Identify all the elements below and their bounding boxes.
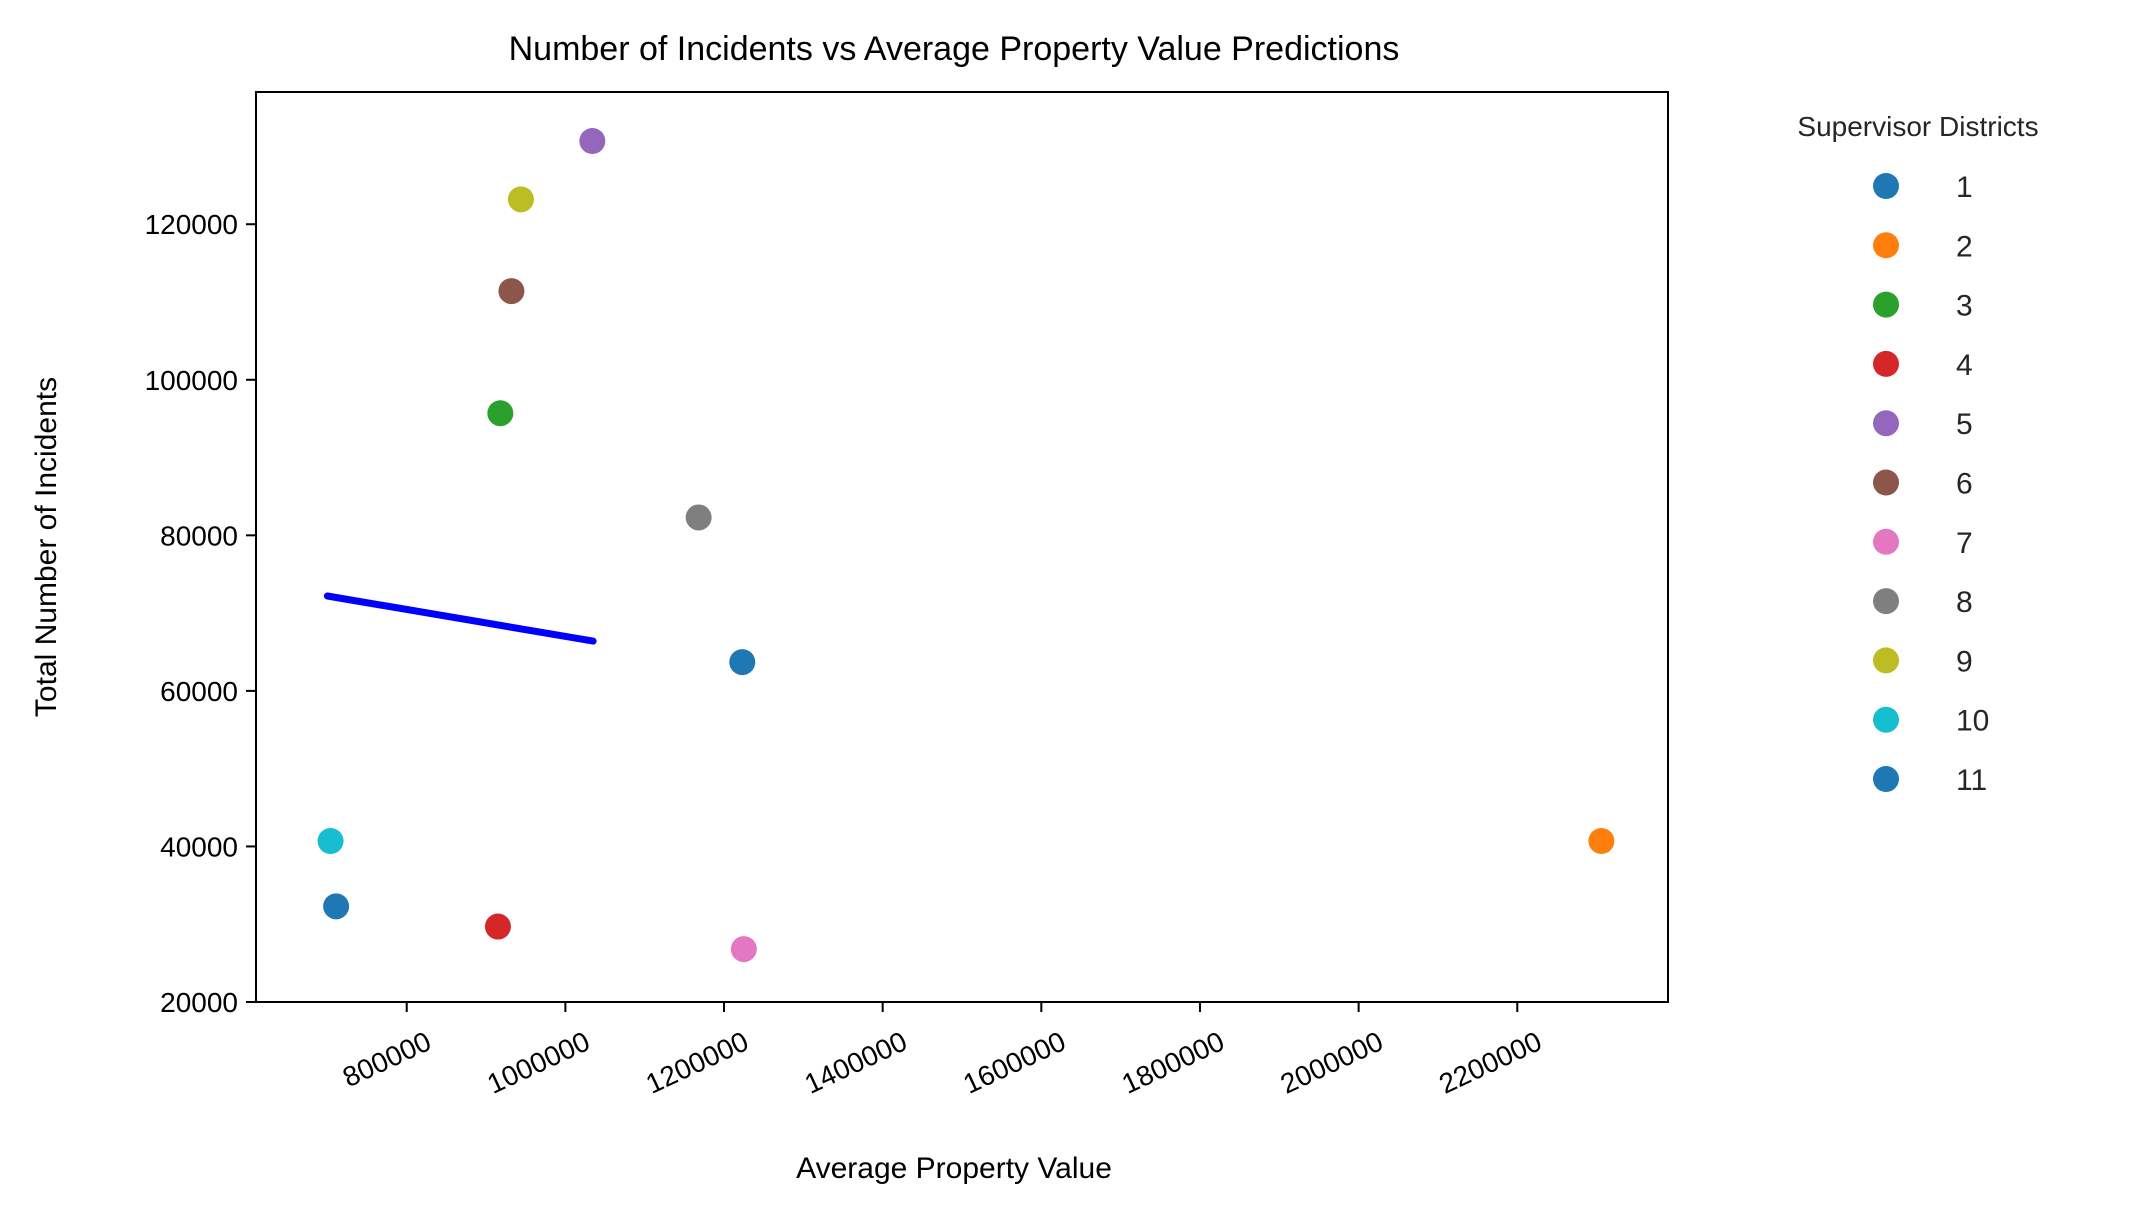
legend-label-7: 7: [1956, 527, 1973, 560]
plot-area: [255, 91, 1669, 1003]
plot-frame: [255, 91, 1669, 1003]
y-axis-label: Total Number of Incidents: [30, 377, 63, 717]
point-district-6: [498, 278, 525, 305]
legend-label-8: 8: [1956, 586, 1973, 619]
point-district-5: [579, 128, 606, 154]
legend-marker-3: [1873, 291, 1899, 318]
y-tick-label: 20000: [160, 987, 238, 1018]
legend-label-11: 11: [1956, 764, 1987, 797]
point-district-8: [685, 504, 712, 531]
legend-marker-2: [1873, 232, 1899, 259]
legend-marker-1: [1873, 173, 1899, 199]
legend-label-3: 3: [1956, 290, 1973, 323]
legend-label-10: 10: [1956, 705, 1989, 738]
legend-marker-5: [1873, 410, 1899, 437]
legend-label-4: 4: [1956, 349, 1973, 382]
legend-label-1: 1: [1956, 171, 1973, 204]
data-points: [317, 128, 1615, 963]
point-district-9: [507, 186, 534, 213]
regression-line-group: [323, 592, 597, 645]
legend: Supervisor Districts 1 2 3 4 5 6 7 8 9 10 11: [1797, 111, 2038, 797]
y-tick-label: 80000: [160, 520, 238, 551]
x-tick-label: 2000000: [1276, 1025, 1388, 1099]
point-district-11: [323, 893, 350, 920]
x-axis-label: Average Property Value: [796, 1152, 1112, 1185]
legend-title: Supervisor Districts: [1797, 111, 2038, 142]
x-tick-label: 800000: [338, 1025, 436, 1093]
legend-marker-6: [1873, 469, 1899, 496]
legend-marker-4: [1873, 350, 1899, 377]
legend-marker-11: [1873, 766, 1899, 792]
legend-label-5: 5: [1956, 408, 1973, 441]
point-district-3: [487, 400, 514, 427]
legend-label-6: 6: [1956, 468, 1973, 501]
point-district-1: [729, 649, 756, 676]
legend-marker-7: [1873, 528, 1899, 555]
y-tick-label: 40000: [160, 831, 238, 862]
legend-label-9: 9: [1956, 645, 1973, 678]
y-axis-ticks: 20000 40000 60000 80000 100000 120000: [145, 209, 256, 1018]
x-tick-label: 1600000: [958, 1025, 1070, 1099]
regression-line: [323, 592, 597, 645]
x-tick-label: 1200000: [641, 1025, 753, 1099]
legend-marker-8: [1873, 588, 1899, 615]
point-district-7: [730, 936, 757, 963]
chart-title: Number of Incidents vs Average Property …: [509, 30, 1400, 68]
x-axis-ticks: 800000 1000000 1200000 1400000 1600000 180000…: [338, 1002, 1546, 1100]
point-district-10: [317, 828, 344, 854]
point-district-4: [484, 913, 511, 940]
legend-label-2: 2: [1956, 230, 1973, 263]
y-tick-label: 100000: [145, 365, 238, 396]
x-tick-label: 1800000: [1117, 1025, 1229, 1099]
x-tick-label: 1000000: [482, 1025, 594, 1099]
y-tick-label: 120000: [145, 209, 238, 240]
x-tick-label: 1400000: [800, 1025, 912, 1099]
legend-marker-10: [1873, 706, 1899, 733]
x-tick-label: 2200000: [1434, 1025, 1546, 1099]
legend-marker-9: [1873, 647, 1899, 674]
point-district-2: [1588, 828, 1615, 854]
y-tick-label: 60000: [160, 676, 238, 707]
